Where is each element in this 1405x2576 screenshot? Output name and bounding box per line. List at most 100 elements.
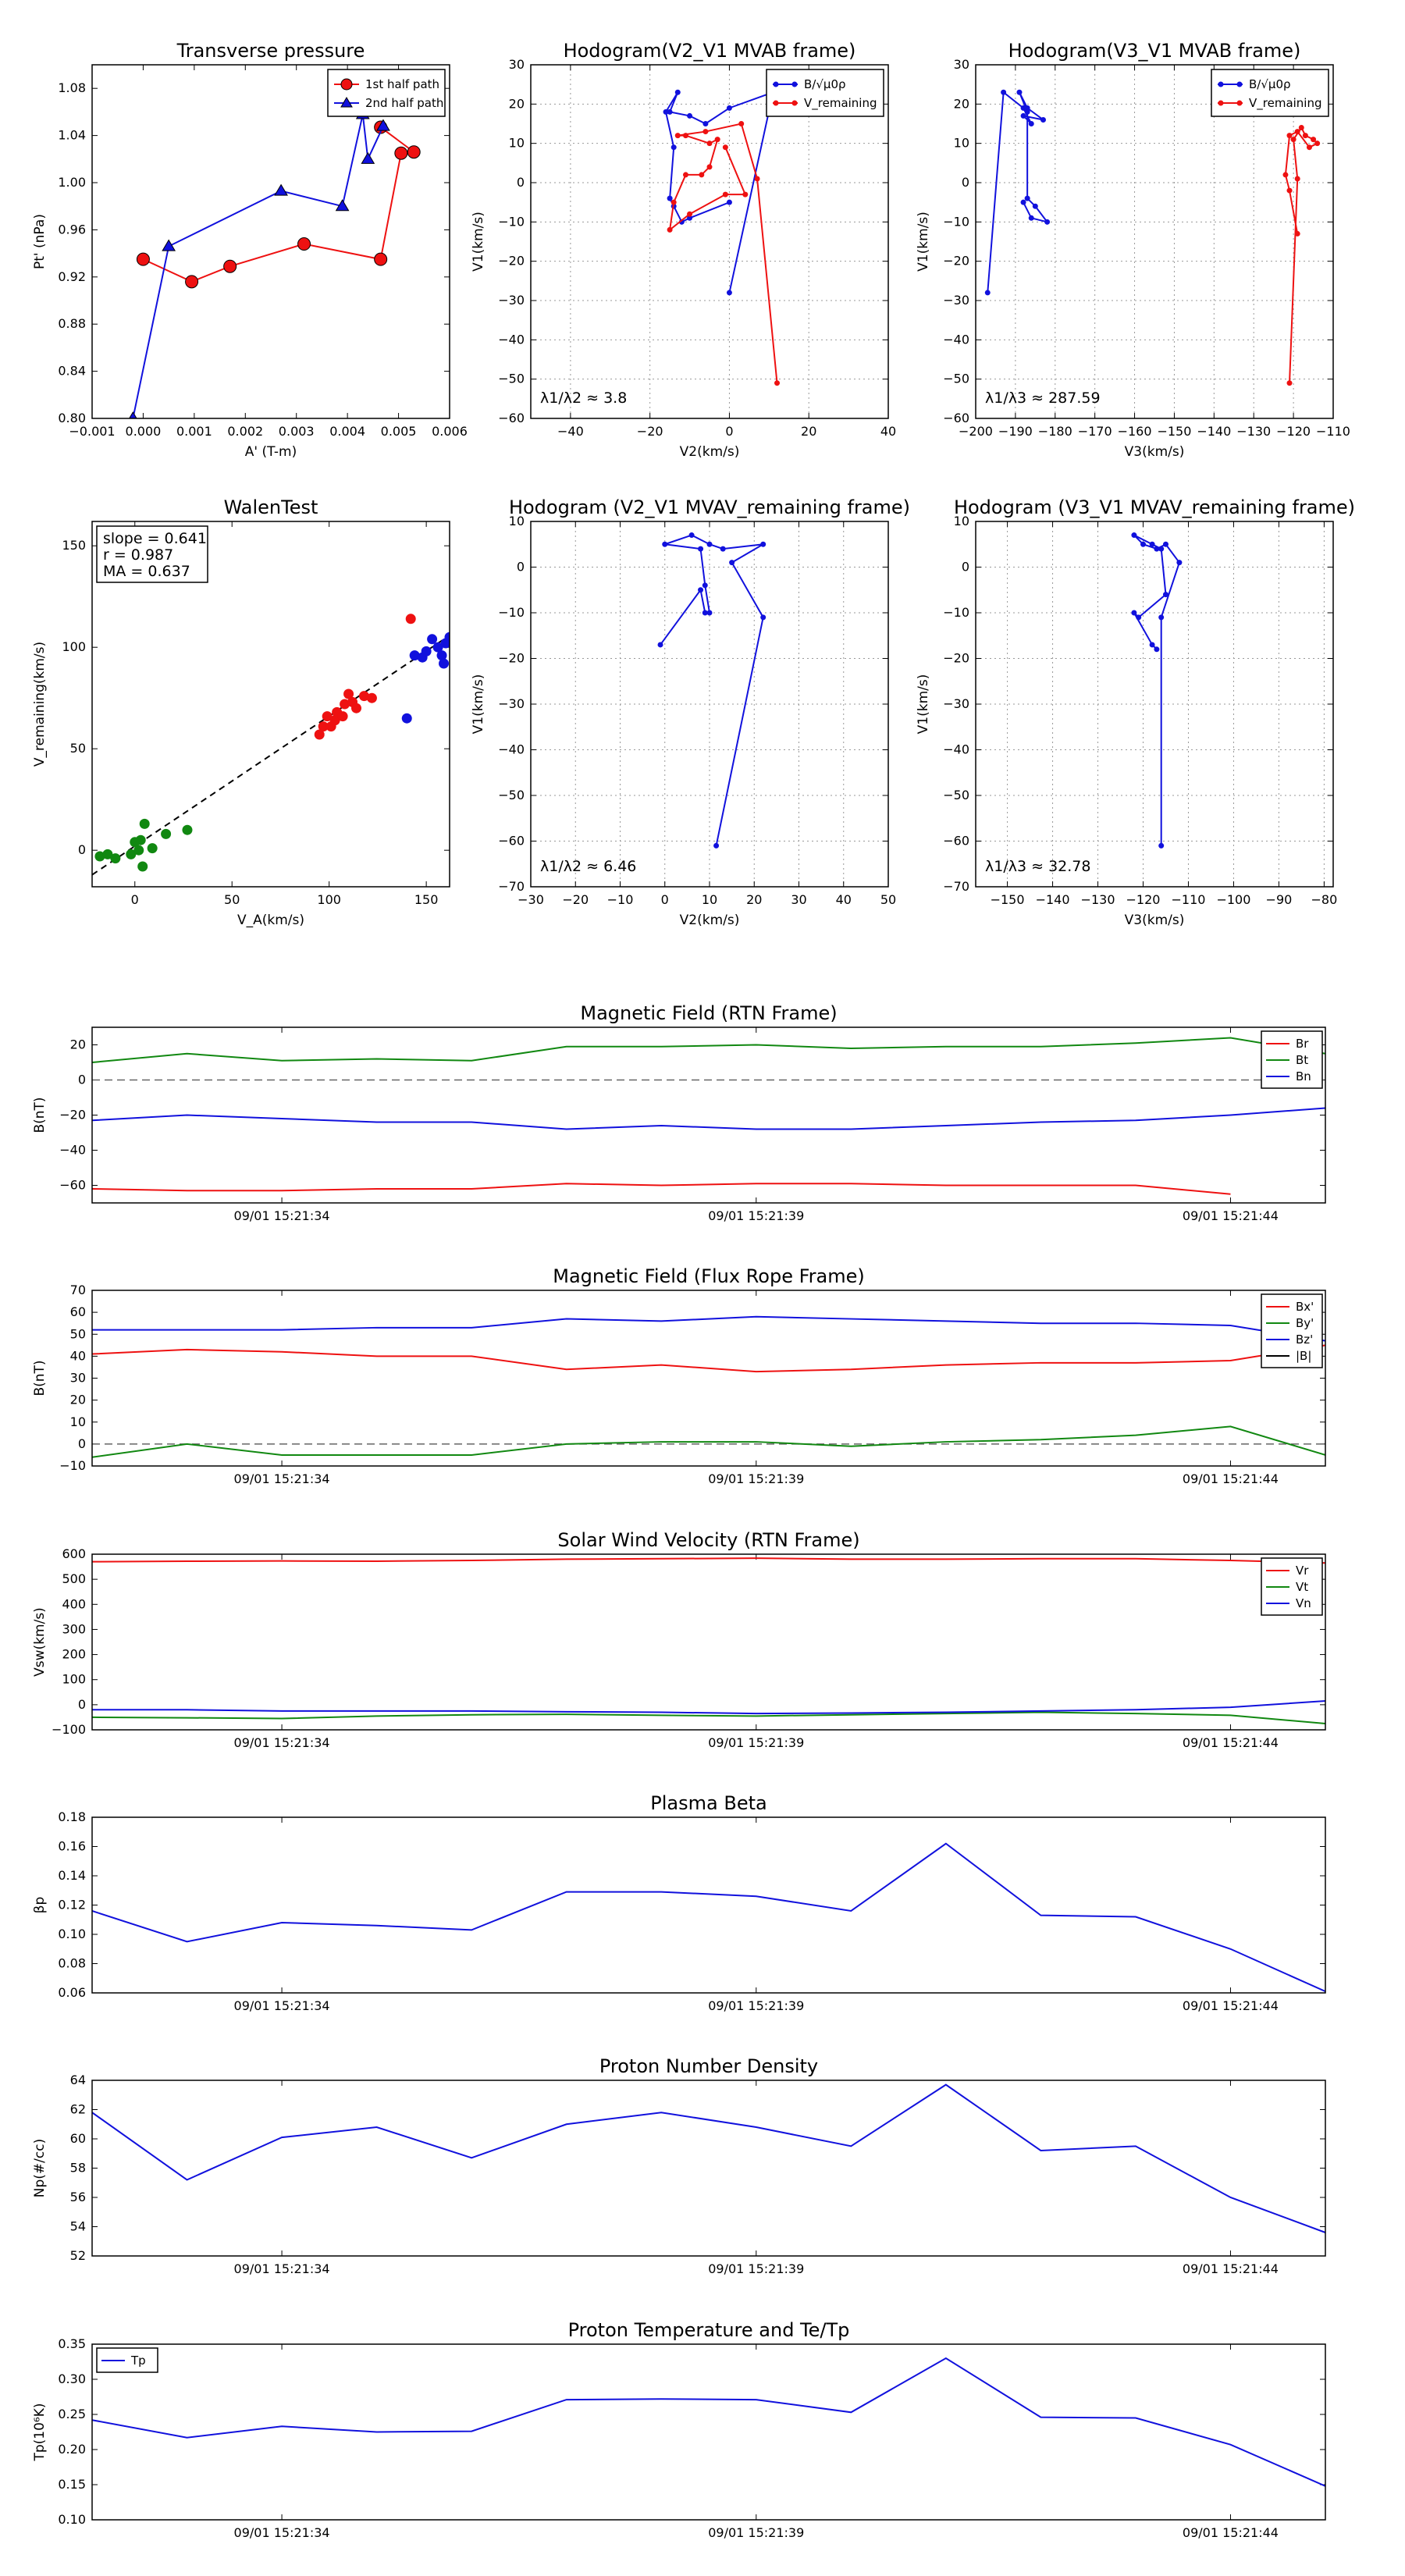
x-tick-label: 30 bbox=[791, 892, 806, 907]
data-point bbox=[407, 145, 421, 159]
y-tick-label: 0.10 bbox=[58, 2512, 86, 2527]
y-tick-label: −10 bbox=[59, 1458, 86, 1473]
legend-label: Vr bbox=[1296, 1564, 1309, 1578]
y-tick-label: 100 bbox=[62, 639, 86, 654]
data-point bbox=[147, 843, 158, 854]
y-tick-label: 0.96 bbox=[58, 222, 86, 237]
y-tick-label: 64 bbox=[70, 2073, 86, 2087]
legend: Vr Vt Vn bbox=[1261, 1557, 1323, 1616]
x-tick-label: −20 bbox=[637, 424, 663, 439]
y-tick-label: 400 bbox=[62, 1596, 86, 1611]
data-point bbox=[1311, 137, 1317, 143]
legend: Bx' By' Bz' |B| bbox=[1261, 1293, 1323, 1368]
x-tick-label: 50 bbox=[224, 892, 240, 907]
data-point bbox=[1298, 125, 1304, 131]
y-axis-label: V1(km/s) bbox=[471, 212, 486, 272]
chart-panel: 0 50 100 150 0 50 100 150 WalenTest V_A(km/s) V_re… bbox=[32, 496, 450, 928]
y-tick-label: −10 bbox=[943, 605, 969, 620]
plot-frame bbox=[91, 64, 450, 419]
plot-area bbox=[92, 1842, 1325, 1993]
x-tick-label: 09/01 15:21:39 bbox=[708, 1208, 804, 1223]
legend: B/√μ0ρ V_remaining bbox=[766, 69, 884, 117]
y-tick-label: 10 bbox=[70, 1414, 86, 1429]
series-line bbox=[92, 1842, 1325, 1993]
y-tick-label: 58 bbox=[70, 2161, 86, 2176]
plot-area bbox=[129, 107, 421, 418]
x-tick-label: 09/01 15:21:44 bbox=[1183, 1735, 1279, 1750]
x-axis-label: V3(km/s) bbox=[1125, 913, 1185, 928]
data-point bbox=[670, 199, 677, 205]
x-tick-label: 09/01 15:21:44 bbox=[1183, 2261, 1279, 2276]
y-tick-label: 0.20 bbox=[58, 2442, 86, 2457]
data-point bbox=[1294, 230, 1300, 237]
y-tick-label: −60 bbox=[943, 411, 969, 425]
data-point bbox=[1024, 109, 1030, 115]
legend-marker bbox=[773, 81, 779, 87]
y-tick-label: −60 bbox=[59, 1178, 86, 1193]
y-tick-label: 100 bbox=[62, 1672, 86, 1687]
ratio-annotation: λ1/λ2 ≈ 6.46 bbox=[540, 858, 636, 875]
y-axis-label: Np(#/cc) bbox=[32, 2139, 48, 2197]
data-point bbox=[139, 818, 150, 829]
y-tick-label: −30 bbox=[943, 293, 969, 308]
x-tick-label: 09/01 15:21:34 bbox=[234, 1735, 330, 1750]
legend-label: B/√μ0ρ bbox=[804, 77, 846, 91]
y-tick-label: 500 bbox=[62, 1571, 86, 1586]
legend-label: Tp bbox=[130, 2354, 146, 2368]
y-tick-label: 40 bbox=[70, 1348, 86, 1363]
legend-label: 2nd half path bbox=[365, 96, 443, 110]
series-line bbox=[92, 1037, 1325, 1063]
data-point bbox=[667, 195, 673, 201]
data-point bbox=[409, 650, 420, 661]
y-tick-label: 600 bbox=[62, 1546, 86, 1561]
y-tick-label: −60 bbox=[498, 834, 525, 849]
y-tick-label: −50 bbox=[943, 788, 969, 802]
data-point bbox=[1044, 219, 1051, 225]
series-line bbox=[92, 2083, 1325, 2233]
plot-area bbox=[663, 89, 781, 386]
legend: Br Bt Bn bbox=[1261, 1030, 1323, 1089]
y-tick-label: −40 bbox=[943, 332, 969, 347]
series-line bbox=[92, 2357, 1325, 2487]
x-tick-label: −0.001 bbox=[69, 424, 115, 439]
y-tick-label: 54 bbox=[70, 2219, 86, 2234]
y-tick-label: 20 bbox=[954, 96, 969, 111]
plot-area bbox=[92, 614, 450, 876]
chart-title: Transverse pressure bbox=[176, 40, 365, 62]
y-axis-label: V1(km/s) bbox=[916, 674, 931, 735]
y-tick-label: 0 bbox=[78, 1073, 86, 1087]
chart-panel: −0.001 0.000 0.001 0.002 0.003 0.004 0.005 0.00… bbox=[32, 40, 468, 460]
data-point bbox=[335, 199, 350, 212]
x-tick-label: 0.006 bbox=[432, 424, 468, 439]
x-tick-label: 40 bbox=[880, 424, 896, 439]
data-point bbox=[687, 112, 693, 119]
plot-frame bbox=[530, 521, 889, 888]
data-point bbox=[1140, 541, 1147, 547]
chart-title: Solar Wind Velocity (RTN Frame) bbox=[557, 1529, 859, 1551]
x-tick-label: −120 bbox=[1276, 424, 1311, 439]
chart-title: Proton Temperature and Te/Tp bbox=[568, 2319, 850, 2341]
data-point bbox=[714, 137, 720, 143]
y-tick-label: 1.04 bbox=[58, 128, 86, 143]
x-tick-label: −10 bbox=[607, 892, 634, 907]
y-tick-label: 60 bbox=[70, 2131, 86, 2146]
data-point bbox=[185, 275, 199, 289]
x-tick-label: 09/01 15:21:34 bbox=[234, 1471, 330, 1486]
y-tick-label: 10 bbox=[509, 514, 525, 528]
data-point bbox=[223, 259, 237, 273]
legend-marker bbox=[1236, 100, 1243, 106]
data-point bbox=[351, 703, 362, 713]
x-tick-label: −130 bbox=[1081, 892, 1115, 907]
y-tick-label: −20 bbox=[498, 254, 525, 269]
y-tick-label: −50 bbox=[498, 372, 525, 386]
series-line bbox=[92, 1107, 1325, 1130]
x-tick-label: 09/01 15:21:39 bbox=[708, 1471, 804, 1486]
data-point bbox=[1024, 105, 1030, 111]
legend-label: 1st half path bbox=[365, 77, 439, 91]
chart-title: WalenTest bbox=[224, 496, 318, 518]
y-tick-label: 0 bbox=[962, 560, 969, 575]
x-axis-label: V2(km/s) bbox=[680, 913, 740, 928]
y-axis-label: Tp(10⁶K) bbox=[32, 2403, 48, 2461]
x-tick-label: 09/01 15:21:34 bbox=[234, 1208, 330, 1223]
data-point bbox=[699, 172, 705, 178]
